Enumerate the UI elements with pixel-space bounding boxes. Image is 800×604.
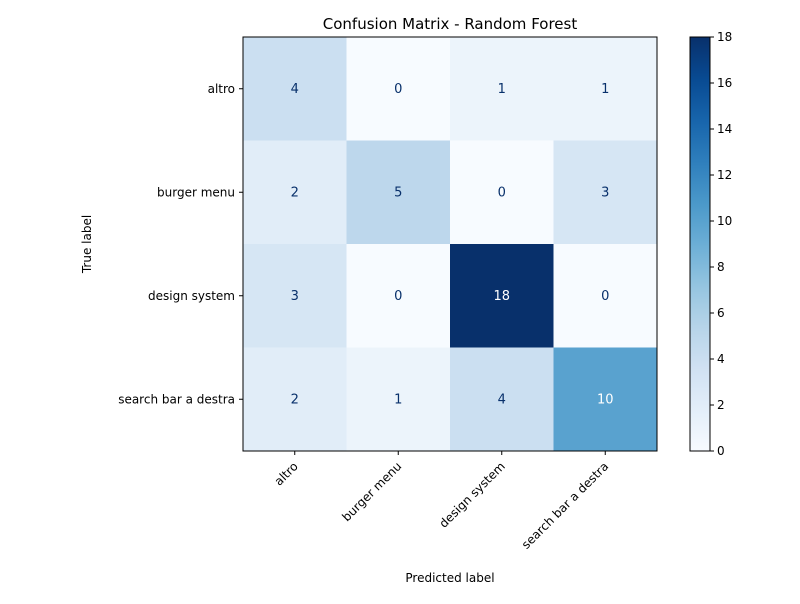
heatmap-cell [553,347,657,451]
cell-value-label: 0 [394,289,402,304]
y-tick-label: burger menu [157,185,235,199]
heatmap-cell [243,244,347,348]
cell-value-label: 0 [498,185,506,200]
x-tick-label: burger menu [339,459,404,524]
plot-frame [242,36,658,452]
heatmap-cell [450,37,554,141]
colorbar: 0 2 4 6 8 10 12 14 16 18 [689,30,732,458]
y-tick-label: design system [148,289,235,303]
colorbar-tick-label: 14 [717,122,732,136]
colorbar-tick-label: 12 [717,168,732,182]
heatmap-cell [243,140,347,244]
x-axis-label: Predicted label [405,571,494,585]
cell-value-label: 0 [601,289,609,304]
heatmap-cell [553,140,657,244]
cell-value-label: 4 [498,392,506,407]
heatmap-cell [553,244,657,348]
colorbar-tick-label: 0 [717,444,725,458]
x-tick-label: altro [272,459,301,488]
colorbar-tick-label: 4 [717,352,725,366]
cell-value-label: 1 [498,82,506,97]
heatmap-cell [346,347,450,451]
cell-value-label: 4 [291,82,299,97]
cell-value-label: 1 [601,82,609,97]
colorbar-tick-label: 10 [717,214,732,228]
heatmap-cell [243,347,347,451]
cell-value-label: 0 [394,82,402,97]
cell-value-label: 5 [394,185,402,200]
heatmap-cell [346,244,450,348]
colorbar-tick-label: 18 [717,30,732,44]
x-tick-label: design system [436,459,507,530]
cell-value-label: 3 [601,185,609,200]
cell-value-label: 3 [291,289,299,304]
cell-value-label: 2 [291,185,299,200]
cell-value-label: 1 [394,392,402,407]
x-axis-ticks: altro burger menu design system search bar … [272,451,611,552]
heatmap-cell [346,140,450,244]
y-axis-ticks: altro burger menu design system search bar … [118,82,243,406]
heatmap-cell [450,140,554,244]
colorbar-ticks: 0 2 4 6 8 10 12 14 16 18 [710,30,732,458]
colorbar-tick-label: 6 [717,306,725,320]
x-tick-label: search bar a destra [519,459,611,551]
heatmap-cells [243,37,657,451]
y-tick-label: altro [208,82,235,96]
chart-title: Confusion Matrix - Random Forest [323,15,578,33]
y-tick-label: search bar a destra [118,392,235,406]
y-axis-label: True label [80,215,94,274]
cell-value-label: 2 [291,392,299,407]
heatmap-cell-labels: 4 0 1 1 2 5 0 3 3 0 18 0 2 1 4 10 [291,82,614,408]
heatmap-cell [243,37,347,141]
cell-value-label: 18 [493,289,510,304]
colorbar-tick-label: 2 [717,398,725,412]
colorbar-tick-label: 16 [717,76,732,90]
heatmap-cell [346,37,450,141]
heatmap-cell [450,244,554,348]
cell-value-label: 10 [597,392,614,407]
heatmap-cell [450,347,554,451]
colorbar-gradient [689,36,711,452]
heatmap-cell [553,37,657,141]
colorbar-tick-label: 8 [717,260,725,274]
